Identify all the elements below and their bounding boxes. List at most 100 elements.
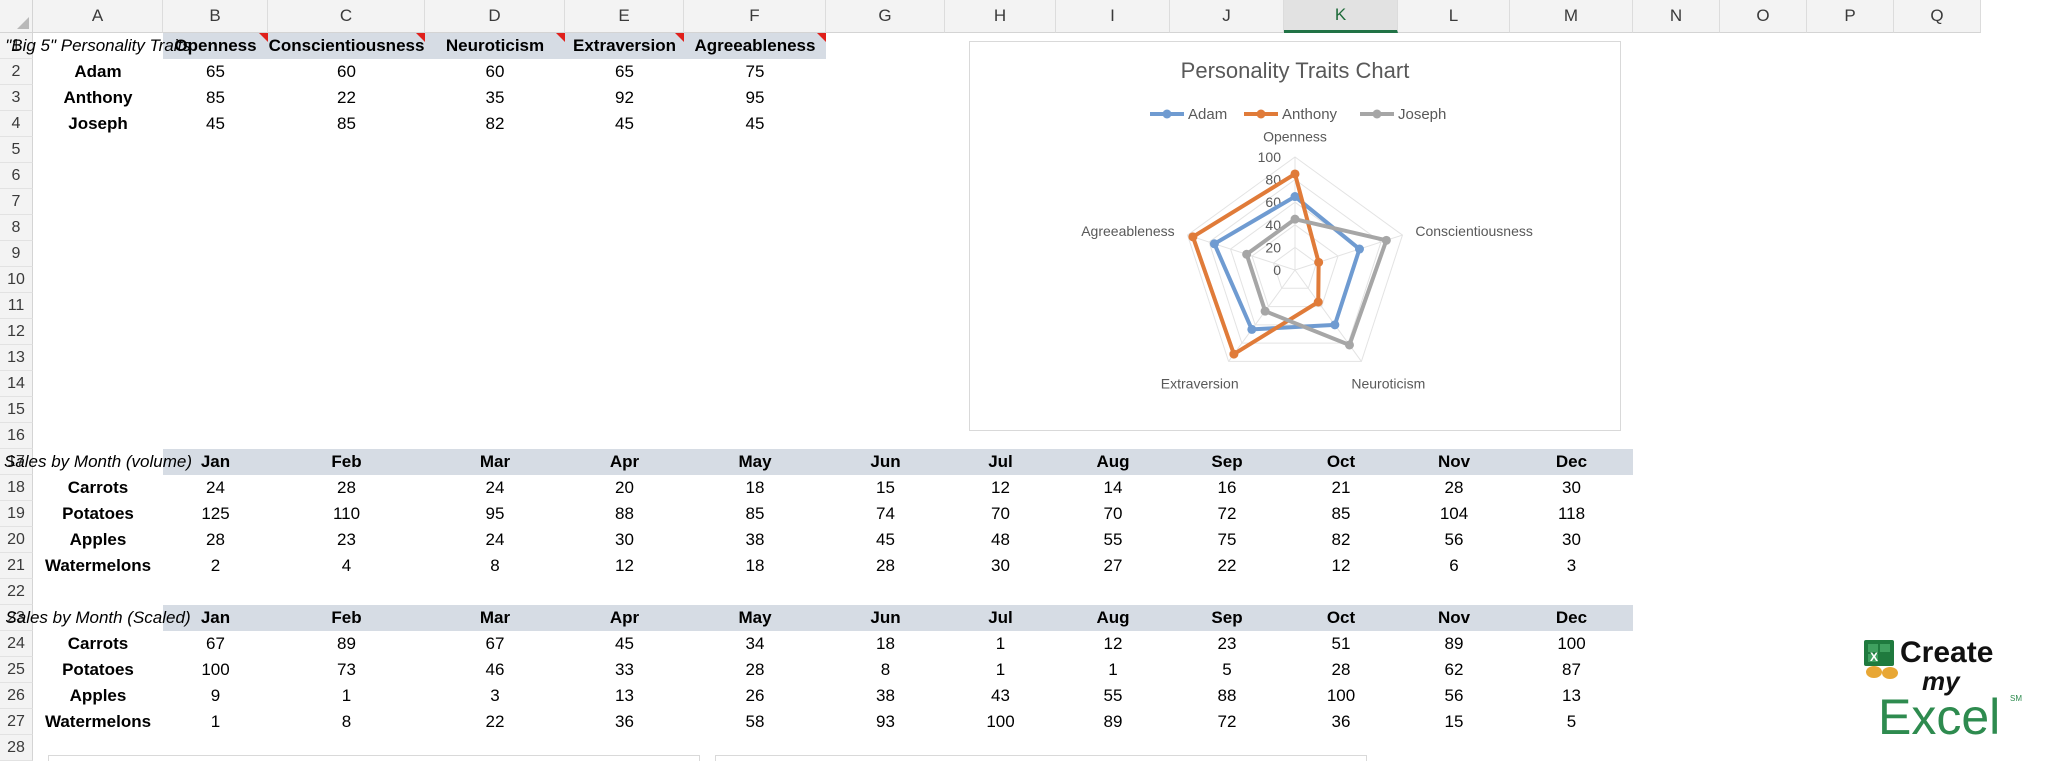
row-header-10[interactable]: 10 — [0, 267, 33, 293]
month-header-cell[interactable]: Apr — [609, 608, 640, 627]
trait-header-cell[interactable]: Conscientiousness — [268, 36, 425, 55]
row-header-12[interactable]: 12 — [0, 319, 33, 345]
column-header-q[interactable]: Q — [1894, 0, 1981, 33]
sales-value-cell[interactable]: 88 — [615, 504, 634, 523]
sales-value-cell[interactable]: 93 — [876, 712, 895, 731]
item-name-cell[interactable]: Watermelons — [44, 712, 152, 731]
sales-value-cell[interactable]: 16 — [1217, 478, 1237, 497]
month-header-cell[interactable]: Sep — [1211, 608, 1243, 627]
month-header-cell[interactable]: Nov — [1437, 452, 1471, 471]
month-header-cell[interactable]: Aug — [1096, 452, 1130, 471]
sales-value-cell[interactable]: 75 — [1217, 530, 1237, 549]
trait-value-cell[interactable]: 45 — [615, 114, 634, 133]
sales-value-cell[interactable]: 23 — [1217, 634, 1237, 653]
sales-value-cell[interactable]: 85 — [1331, 504, 1351, 523]
sales-value-cell[interactable]: 12 — [615, 556, 634, 575]
month-header-cell[interactable]: Feb — [331, 452, 362, 471]
sales-value-cell[interactable]: 62 — [1444, 660, 1464, 679]
sales-value-cell[interactable]: 33 — [615, 660, 634, 679]
column-header-o[interactable]: O — [1720, 0, 1807, 33]
trait-value-cell[interactable]: 65 — [615, 62, 634, 81]
sales-value-cell[interactable]: 38 — [876, 686, 895, 705]
radar-point-adam[interactable] — [1290, 192, 1300, 202]
sales-value-cell[interactable]: 15 — [1444, 712, 1464, 731]
legend-label-adam[interactable]: Adam — [1188, 106, 1227, 123]
row-header-25[interactable]: 25 — [0, 657, 33, 683]
traits-title-cell[interactable]: "Big 5" Personality Traits — [5, 36, 191, 55]
row-header-28[interactable]: 28 — [0, 735, 33, 761]
sales-value-cell[interactable]: 43 — [991, 686, 1010, 705]
row-header-27[interactable]: 27 — [0, 709, 33, 735]
sales-value-cell[interactable]: 18 — [745, 556, 765, 575]
row-header-23[interactable]: 23 — [0, 605, 33, 631]
sales-value-cell[interactable]: 110 — [332, 504, 361, 523]
radar-point-anthony[interactable] — [1188, 232, 1198, 242]
sales-value-cell[interactable]: 3 — [1566, 556, 1577, 575]
sales-value-cell[interactable]: 1 — [995, 660, 1006, 679]
sales-title-cell[interactable]: Sales by Month (volume) — [3, 452, 193, 471]
month-header-cell[interactable]: Dec — [1555, 608, 1588, 627]
trait-value-cell[interactable]: 85 — [337, 114, 356, 133]
month-header-cell[interactable]: Jan — [200, 608, 231, 627]
sales-value-cell[interactable]: 3 — [490, 686, 500, 705]
sales-value-cell[interactable]: 22 — [1217, 556, 1237, 575]
sales-value-cell[interactable]: 2 — [210, 556, 221, 575]
trait-value-cell[interactable]: 85 — [206, 88, 225, 107]
sales-value-cell[interactable]: 89 — [1103, 712, 1123, 731]
sales-value-cell[interactable]: 125 — [201, 504, 230, 523]
sales-value-cell[interactable]: 36 — [615, 712, 634, 731]
radar-point-anthony[interactable] — [1229, 349, 1239, 359]
column-header-j[interactable]: J — [1170, 0, 1284, 33]
row-header-15[interactable]: 15 — [0, 397, 33, 423]
trait-value-cell[interactable]: 82 — [485, 114, 505, 133]
embedded-object-frame[interactable] — [715, 755, 1367, 761]
trait-value-cell[interactable]: 92 — [615, 88, 634, 107]
sales-value-cell[interactable]: 13 — [1562, 686, 1581, 705]
month-header-cell[interactable]: Jul — [988, 452, 1013, 471]
sales-value-cell[interactable]: 67 — [206, 634, 225, 653]
person-name-cell[interactable]: Anthony — [63, 88, 133, 107]
sales-value-cell[interactable]: 1 — [995, 634, 1006, 653]
person-name-cell[interactable]: Adam — [74, 62, 122, 81]
sales-value-cell[interactable]: 58 — [745, 712, 765, 731]
sales-value-cell[interactable]: 4 — [341, 556, 352, 575]
sales-value-cell[interactable]: 100 — [1557, 634, 1586, 653]
embedded-object-frame[interactable] — [48, 755, 700, 761]
comment-indicator-icon[interactable] — [675, 33, 684, 42]
column-header-p[interactable]: P — [1807, 0, 1894, 33]
month-header-cell[interactable]: Sep — [1211, 452, 1243, 471]
row-header-18[interactable]: 18 — [0, 475, 33, 501]
comment-indicator-icon[interactable] — [416, 33, 425, 42]
sales-value-cell[interactable]: 30 — [615, 530, 634, 549]
trait-value-cell[interactable]: 45 — [206, 114, 225, 133]
comment-indicator-icon[interactable] — [817, 33, 826, 42]
sales-value-cell[interactable]: 30 — [1562, 478, 1581, 497]
sales-value-cell[interactable]: 87 — [1562, 660, 1581, 679]
sales-value-cell[interactable]: 45 — [615, 634, 634, 653]
sales-value-cell[interactable]: 34 — [745, 634, 765, 653]
sales-value-cell[interactable]: 12 — [1103, 634, 1123, 653]
sales-value-cell[interactable]: 82 — [1331, 530, 1351, 549]
radar-point-anthony[interactable] — [1314, 257, 1324, 267]
sales-value-cell[interactable]: 74 — [876, 504, 895, 523]
sales-value-cell[interactable]: 28 — [206, 530, 225, 549]
sales-value-cell[interactable]: 20 — [615, 478, 634, 497]
sales-value-cell[interactable]: 13 — [615, 686, 634, 705]
select-all-corner[interactable] — [0, 0, 33, 33]
month-header-cell[interactable]: May — [738, 452, 772, 471]
month-header-cell[interactable]: Apr — [609, 452, 640, 471]
column-header-b[interactable]: B — [163, 0, 268, 33]
item-name-cell[interactable]: Carrots — [67, 478, 129, 497]
sales-value-cell[interactable]: 70 — [991, 504, 1010, 523]
sales-value-cell[interactable]: 55 — [1103, 686, 1123, 705]
sales-value-cell[interactable]: 100 — [986, 712, 1015, 731]
column-header-a[interactable]: A — [33, 0, 163, 33]
sales-value-cell[interactable]: 85 — [745, 504, 765, 523]
row-header-8[interactable]: 8 — [0, 215, 33, 241]
sales-value-cell[interactable]: 56 — [1444, 686, 1464, 705]
sales-value-cell[interactable]: 27 — [1103, 556, 1123, 575]
trait-value-cell[interactable]: 65 — [206, 62, 225, 81]
sales-value-cell[interactable]: 12 — [991, 478, 1010, 497]
sales-value-cell[interactable]: 14 — [1103, 478, 1123, 497]
sales-value-cell[interactable]: 24 — [485, 530, 505, 549]
